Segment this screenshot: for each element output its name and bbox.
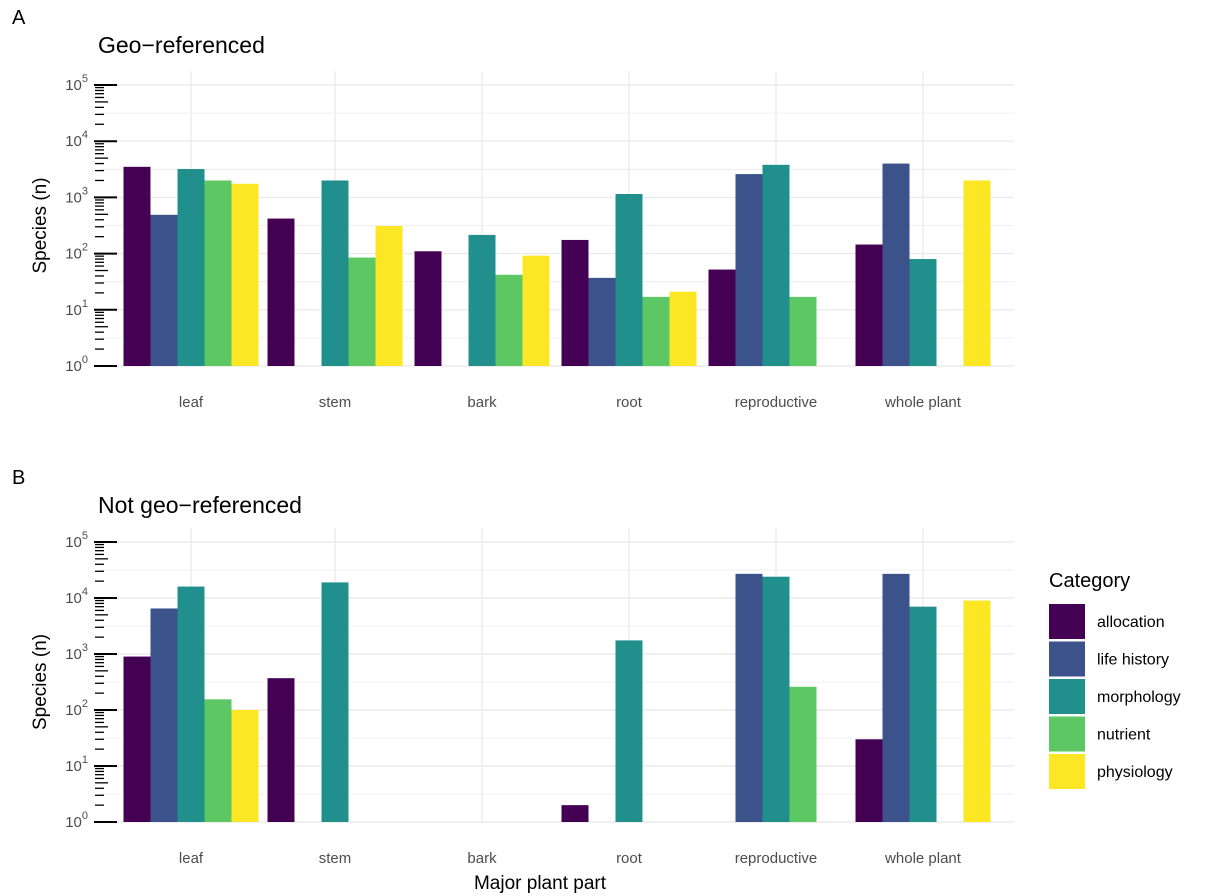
legend-key-nutrient: [1049, 716, 1085, 752]
x-tick-label: reproductive: [735, 394, 818, 411]
x-tick-label: whole plant: [884, 394, 962, 411]
bar-morphology-whole-plant: [909, 259, 937, 366]
legend-label-nutrient: nutrient: [1097, 727, 1151, 744]
bar-life-history-leaf: [150, 214, 178, 366]
legend-key-allocation: [1049, 604, 1085, 639]
bar-allocation-bark: [414, 251, 442, 366]
bar-life-history-whole-plant: [882, 163, 910, 366]
bar-morphology-stem: [321, 180, 349, 366]
bar-life-history-whole-plant: [882, 573, 910, 822]
legend-title: Category: [1049, 570, 1130, 592]
bar-physiology-stem: [375, 225, 403, 366]
panel-a: A Geo−referenced 100 101 102 103 104 105 leaf ste…: [12, 7, 1014, 411]
bar-morphology-leaf: [177, 169, 205, 366]
x-tick-label: root: [616, 394, 643, 411]
bar-nutrient-leaf: [204, 180, 232, 366]
bar-nutrient-reproductive: [789, 296, 817, 366]
y-tick-label: 102: [65, 698, 88, 719]
legend-label-physiology: physiology: [1097, 764, 1173, 781]
bar-morphology-root: [615, 193, 643, 366]
bar-nutrient-reproductive: [789, 686, 817, 822]
y-tick-label: 101: [65, 298, 88, 319]
x-tick-label: root: [616, 850, 643, 867]
bar-life-history-reproductive: [735, 573, 763, 822]
bar-physiology-leaf: [231, 183, 259, 366]
bar-allocation-stem: [267, 678, 295, 822]
bar-morphology-bark: [468, 234, 496, 366]
y-tick-label: 105: [65, 73, 88, 94]
legend-key-morphology: [1049, 679, 1085, 714]
legend: Category allocation life history morphology…: [1049, 570, 1181, 789]
y-tick-label: 100: [65, 810, 88, 831]
y-tick-label: 101: [65, 754, 88, 775]
panel-title: Geo−referenced: [98, 32, 265, 58]
x-axis-title: Major plant part: [474, 873, 607, 894]
bar-morphology-reproductive: [762, 576, 790, 822]
x-tick-label: leaf: [179, 394, 204, 411]
x-tick-label: reproductive: [735, 850, 818, 867]
y-axis-title: Species (n): [30, 634, 51, 730]
bar-physiology-leaf: [231, 710, 259, 822]
x-tick-label: bark: [467, 394, 497, 411]
y-tick-label: 103: [65, 642, 88, 663]
bar-morphology-leaf: [177, 586, 205, 822]
panel-title: Not geo−referenced: [98, 492, 302, 518]
bar-morphology-reproductive: [762, 164, 790, 366]
bar-nutrient-root: [642, 296, 670, 366]
bar-physiology-whole-plant: [963, 180, 991, 366]
bar-allocation-leaf: [123, 656, 151, 822]
bar-nutrient-stem: [348, 257, 376, 366]
bar-morphology-stem: [321, 582, 349, 822]
bar-nutrient-bark: [495, 274, 523, 366]
y-tick-label: 105: [65, 530, 88, 551]
x-tick-label: stem: [319, 394, 352, 411]
bar-morphology-root: [615, 640, 643, 822]
legend-key-life-history: [1049, 641, 1085, 677]
y-tick-label: 102: [65, 242, 88, 263]
x-tick-label: whole plant: [884, 850, 962, 867]
bar-allocation-whole-plant: [855, 739, 883, 822]
bar-allocation-reproductive: [708, 269, 736, 366]
y-tick-label: 104: [65, 586, 88, 607]
bar-allocation-whole-plant: [855, 244, 883, 366]
x-tick-label: bark: [467, 850, 497, 867]
legend-key-physiology: [1049, 754, 1085, 789]
bar-allocation-root: [561, 239, 589, 366]
x-tick-label: stem: [319, 850, 352, 867]
bar-physiology-bark: [522, 255, 550, 366]
panel-b: B Not geo−referenced 100 101 102 103 104 105 lea…: [12, 467, 1014, 894]
legend-label-morphology: morphology: [1097, 689, 1181, 706]
y-tick-label: 104: [65, 129, 88, 150]
bar-allocation-stem: [267, 218, 295, 366]
legend-label-allocation: allocation: [1097, 614, 1165, 631]
y-tick-label: 100: [65, 354, 88, 375]
panel-letter: A: [12, 7, 26, 29]
bar-life-history-reproductive: [735, 174, 763, 366]
x-tick-label: leaf: [179, 850, 204, 867]
bar-allocation-leaf: [123, 166, 151, 366]
bar-physiology-root: [669, 291, 697, 366]
bar-nutrient-leaf: [204, 699, 232, 822]
bar-morphology-whole-plant: [909, 606, 937, 822]
y-axis-title: Species (n): [30, 177, 51, 273]
y-tick-label: 103: [65, 185, 88, 206]
bar-life-history-root: [588, 277, 616, 366]
bar-life-history-leaf: [150, 608, 178, 822]
bar-allocation-root: [561, 805, 589, 822]
legend-label-life-history: life history: [1097, 652, 1169, 669]
bar-physiology-whole-plant: [963, 600, 991, 822]
panel-letter: B: [12, 467, 25, 489]
